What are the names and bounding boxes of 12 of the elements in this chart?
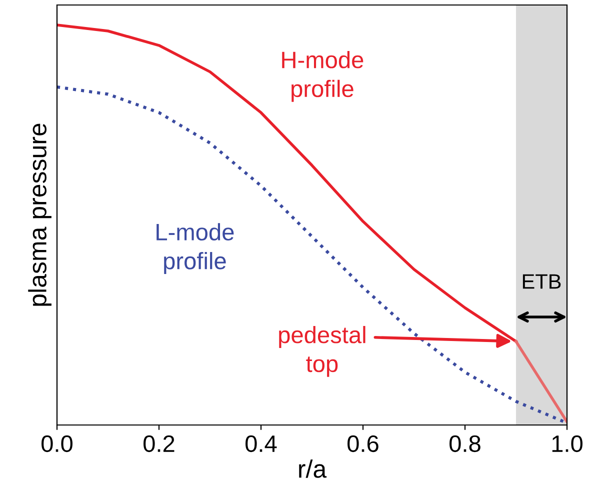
- x-tick-label: 0.6: [348, 435, 378, 452]
- x-tick-label: 0.2: [144, 435, 174, 452]
- x-tick-label: 0.8: [450, 435, 480, 452]
- y-axis-title: plasma pressure: [28, 124, 52, 306]
- x-tick-label: 1.0: [552, 435, 582, 452]
- series-label: H-mode profile: [282, 50, 364, 102]
- series-label: L-mode profile: [156, 223, 234, 274]
- x-tick-label: 0.4: [246, 435, 277, 452]
- band-label: ETB: [522, 274, 561, 289]
- annotation: pedestal top: [279, 326, 366, 377]
- x-tick-label: 0.0: [42, 435, 72, 452]
- x-axis-title: r/a: [299, 460, 327, 478]
